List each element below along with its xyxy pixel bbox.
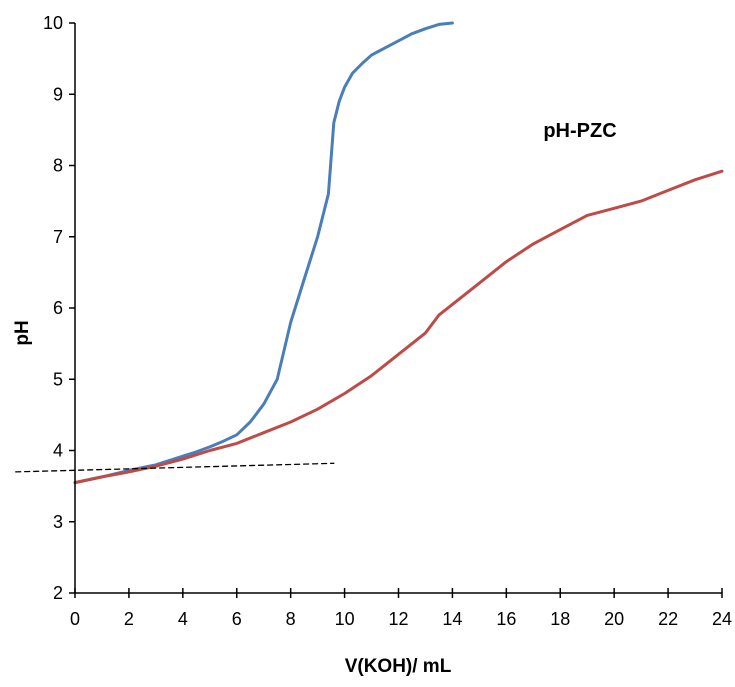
x-tick-label: 18 — [550, 609, 570, 629]
annotation-ph-pzc: pH-PZC — [543, 120, 616, 142]
y-axis-title: pH — [12, 320, 33, 345]
axes-layer — [74, 23, 722, 594]
x-tick-label: 24 — [712, 609, 732, 629]
y-tick-label: 5 — [53, 369, 63, 389]
y-tick-label: 8 — [53, 156, 63, 176]
y-tick-label: 7 — [53, 227, 63, 247]
x-tick-label: 16 — [496, 609, 516, 629]
x-tick-label: 20 — [604, 609, 624, 629]
blue-titration-curve — [73, 21, 454, 485]
y-tick-label: 4 — [53, 441, 63, 461]
x-tick-label: 6 — [232, 609, 242, 629]
x-tick-label: 22 — [658, 609, 678, 629]
x-tick-label: 14 — [442, 609, 462, 629]
x-axis-title: V(KOH)/ mL — [345, 656, 452, 677]
y-tick-label: 9 — [53, 84, 63, 104]
red-titration-curve — [73, 169, 724, 485]
y-tick-label: 6 — [53, 298, 63, 318]
dashed-intersection-line — [15, 462, 335, 473]
y-tick-label: 2 — [53, 583, 63, 603]
x-tick-label: 8 — [286, 609, 296, 629]
y-tick-label: 10 — [43, 13, 63, 33]
y-tick-label: 3 — [53, 512, 63, 532]
x-tick-label: 4 — [178, 609, 188, 629]
x-tick-label: 10 — [335, 609, 355, 629]
series-layer — [15, 21, 724, 485]
x-tick-label: 12 — [388, 609, 408, 629]
x-tick-label: 2 — [124, 609, 134, 629]
x-tick-label: 0 — [70, 609, 80, 629]
